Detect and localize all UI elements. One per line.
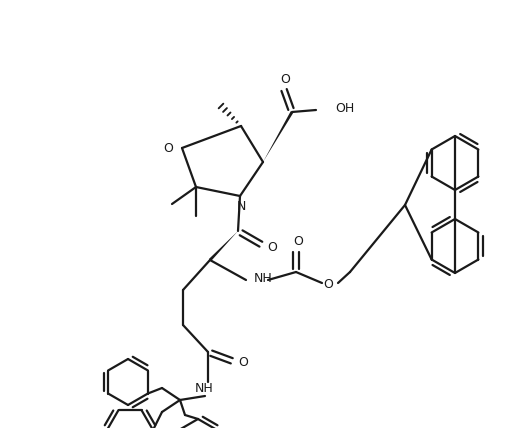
Text: O: O: [238, 356, 248, 369]
Text: O: O: [280, 72, 290, 86]
Text: O: O: [293, 235, 303, 247]
Polygon shape: [263, 111, 293, 162]
Text: NH: NH: [195, 383, 213, 395]
Text: OH: OH: [335, 101, 354, 115]
Text: O: O: [163, 142, 173, 155]
Text: NH: NH: [254, 271, 273, 285]
Text: O: O: [323, 279, 333, 291]
Text: O: O: [267, 241, 277, 253]
Text: N: N: [236, 199, 246, 212]
Polygon shape: [209, 231, 238, 261]
